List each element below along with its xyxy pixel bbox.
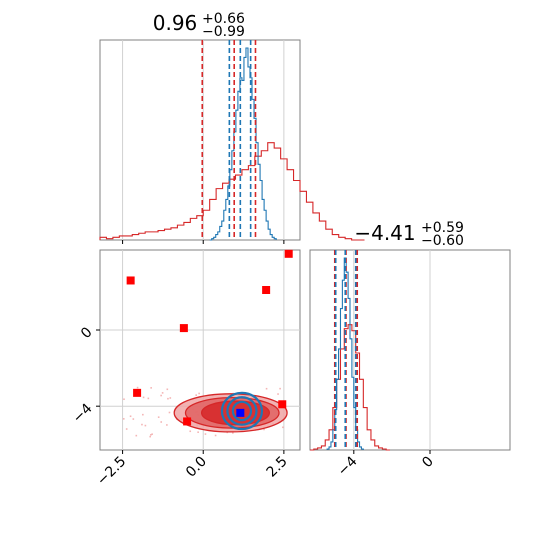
sample-speck (168, 411, 171, 414)
sample-speck (151, 433, 153, 435)
joint-panel: −2.5 0.0 2.5 −4 0 (70, 249, 301, 489)
joint-y-tick-labels: −4 0 (70, 324, 96, 426)
sample-speck (129, 415, 132, 418)
sample-speck (282, 426, 284, 429)
sample-speck (149, 435, 151, 438)
marginal-x-quantile-lines (201, 40, 257, 240)
red-point (133, 388, 142, 397)
red-point (284, 249, 293, 258)
marginal-x-panel: 0.96 +0.66 −0.99 (99, 11, 365, 244)
sample-speck (189, 430, 192, 433)
red-point (278, 400, 287, 409)
blue-contour (231, 400, 253, 422)
marginal-y-title-plus: +0.59 (421, 220, 464, 236)
marginal-y-title-value: −4.41 (354, 221, 415, 245)
marginal-y-frame (309, 249, 511, 451)
x-tick-label: 0 (419, 454, 437, 472)
histogram-series (99, 142, 365, 241)
red-point (183, 417, 192, 426)
red-point (179, 324, 188, 333)
joint-frame (99, 249, 301, 451)
sample-speck (265, 387, 268, 390)
marginal-x-title-value: 0.96 (153, 11, 198, 35)
blue-contour (220, 391, 264, 431)
marginal-y-x-tick-labels: −4 0 (335, 453, 437, 479)
red-contour (200, 400, 271, 426)
red-point (126, 276, 135, 285)
sample-speck (142, 413, 144, 416)
sample-speck (135, 434, 138, 437)
marginal-x-title-plus: +0.66 (202, 11, 245, 27)
sample-speck (123, 398, 125, 401)
y-tick-label: −4 (70, 400, 96, 426)
sample-speck (169, 397, 172, 399)
sample-speck (125, 428, 128, 430)
sample-speck (232, 432, 234, 434)
histogram-series (209, 47, 277, 241)
marginal-y-panel: −4 0 −4.41 +0.59 −0.60 (309, 220, 511, 479)
marginal-x-title-minus: −0.99 (202, 24, 245, 40)
marginal-x-histograms (99, 47, 365, 241)
sample-speck (166, 424, 168, 426)
histogram-series (310, 324, 390, 451)
marginal-y-ticks (353, 450, 431, 454)
sample-speck (166, 388, 169, 391)
x-tick-label: −2.5 (94, 454, 129, 489)
sample-speck (136, 386, 139, 389)
x-tick-label: 0.0 (183, 454, 210, 481)
sample-speck (144, 424, 147, 427)
marginal-y-grid (353, 250, 431, 450)
sample-speck (214, 434, 217, 437)
sample-speck (141, 423, 143, 426)
sample-speck (150, 434, 152, 436)
x-tick-label: −4 (335, 453, 361, 479)
marginal-x-grid (122, 40, 285, 240)
sample-speck (204, 433, 207, 435)
marginal-y-quantile-lines (333, 250, 359, 450)
blue-point (236, 408, 245, 417)
x-tick-label: 2.5 (264, 454, 291, 481)
sample-speck (263, 428, 265, 431)
y-tick-label: 0 (78, 324, 96, 342)
sample-speck (142, 396, 145, 399)
sample-speck (160, 421, 163, 423)
sample-speck (147, 397, 150, 400)
sample-speck (195, 394, 197, 396)
marginal-y-histograms (310, 257, 390, 451)
sample-speck (157, 416, 160, 418)
joint-ticks (96, 329, 285, 454)
sample-speck (167, 397, 169, 400)
sample-speck (160, 394, 162, 397)
marginal-x-frame (99, 39, 301, 241)
sample-speck (122, 418, 125, 420)
sample-speck (161, 392, 164, 394)
sample-speck (150, 387, 152, 389)
sample-speck (277, 393, 279, 395)
marginal-y-title-minus: −0.60 (421, 233, 464, 249)
blue-contour (226, 396, 258, 426)
joint-points (126, 249, 293, 426)
sample-speck (197, 431, 199, 434)
red-point (262, 286, 271, 294)
joint-blue-contours (220, 391, 264, 431)
marginal-x-title: 0.96 (153, 11, 198, 35)
sample-speck (132, 418, 135, 420)
sample-speck (198, 392, 200, 395)
marginal-x-ticks (122, 240, 285, 244)
joint-x-tick-labels: −2.5 0.0 2.5 (94, 454, 291, 489)
sample-speck (279, 387, 281, 390)
